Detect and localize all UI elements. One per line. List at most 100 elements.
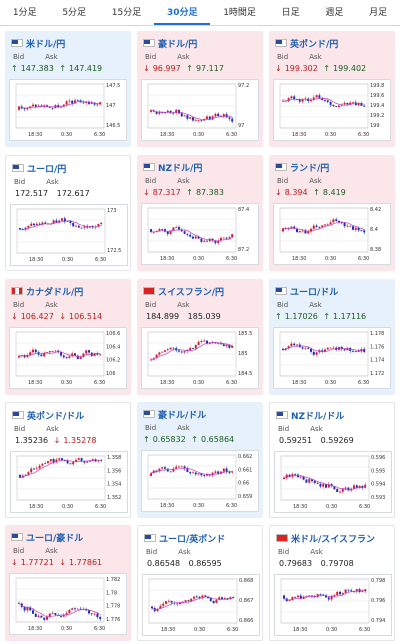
tab-0[interactable]: 1分足 xyxy=(12,8,37,18)
x-tick-label: 6:30 xyxy=(358,132,369,138)
flag-icon xyxy=(11,39,23,47)
pair-name[interactable]: NZドル/ドル xyxy=(291,411,345,422)
tab-2[interactable]: 15分足 xyxy=(111,8,142,18)
mini-candle-chart[interactable]: 1.782 1.78 1.778 1.776 18:30 0:30 6:30 xyxy=(9,573,127,635)
card-title-row[interactable]: NZドル/ドル xyxy=(276,409,345,422)
rate-card[interactable]: 米ドル/円 Bid Ask ↑ 147.383 ↑ 147.419 147.5 147… xyxy=(5,31,131,147)
card-title-row[interactable]: ユーロ/英ポンド xyxy=(144,532,226,545)
pair-name[interactable]: NZドル/円 xyxy=(158,163,203,174)
candle-body xyxy=(350,590,353,592)
rate-card[interactable]: スイスフラン/円 Bid Ask 184.899 185.039 185.5 18… xyxy=(137,279,263,395)
pair-name[interactable]: 豪ドル/ドル xyxy=(158,410,207,421)
card-title-row[interactable]: ランド/円 xyxy=(275,161,330,174)
y-tick-label: 106 xyxy=(106,371,116,377)
pair-name[interactable]: ユーロ/英ポンド xyxy=(159,534,226,545)
mini-candle-chart[interactable]: 8.42 8.4 8.38 18:30 0:30 6:30 xyxy=(273,203,391,265)
tab-7[interactable]: 月足 xyxy=(369,8,388,18)
pair-name[interactable]: 豪ドル/円 xyxy=(158,39,198,50)
pair-name[interactable]: スイスフラン/円 xyxy=(158,287,225,298)
rate-card[interactable]: 英ポンド/円 Bid Ask ↓ 199.302 ↑ 199.402 199.8 19… xyxy=(269,31,395,147)
pair-name[interactable]: 英ポンド/円 xyxy=(290,39,339,50)
rate-card[interactable]: ユーロ/英ポンド Bid Ask 0.86548 0.86595 0.868 0.… xyxy=(137,525,263,641)
card-title-row[interactable]: 英ポンド/ドル xyxy=(12,409,85,422)
rate-card[interactable]: ユーロ/豪ドル Bid Ask ↓ 1.77721 ↓ 1.77861 1.782 1… xyxy=(5,525,131,641)
rate-card[interactable]: 豪ドル/円 Bid Ask ↓ 96.997 ↑ 97.117 97.2 97 18:3… xyxy=(137,31,263,147)
mini-candle-chart[interactable]: 1.358 1.356 1.354 1.352 18:30 0:30 6:30 xyxy=(10,451,128,513)
candle-body xyxy=(193,596,195,599)
candle-body xyxy=(172,227,175,231)
tab-6[interactable]: 週足 xyxy=(325,8,344,18)
card-title-row[interactable]: 米ドル/円 xyxy=(11,37,66,50)
mini-candle-chart[interactable]: 1.178 1.176 1.174 1.172 18:30 0:30 6:30 xyxy=(273,327,391,389)
x-tick-label: 18:30 xyxy=(160,503,174,509)
bid-label: Bid xyxy=(145,301,157,309)
mini-candle-chart[interactable]: 173 172.5 18:30 0:30 6:30 xyxy=(10,204,128,266)
pair-name[interactable]: 米ドル/スイスフラン xyxy=(291,534,376,545)
rate-card[interactable]: ユーロ/円 Bid Ask 172.517 172.617 173 172.5 18… xyxy=(5,155,131,271)
candle-body xyxy=(75,225,77,227)
rate-card[interactable]: 英ポンド/ドル Bid Ask 1.35236 ↓ 1.35278 1.358 1.… xyxy=(5,402,131,518)
x-tick-label: 6:30 xyxy=(94,380,105,386)
rate-card[interactable]: ユーロ/ドル Bid Ask ↑ 1.17026 ↑ 1.17116 1.178 1.… xyxy=(269,279,395,395)
mini-candle-chart[interactable]: 147.5 147 146.5 18:30 0:30 6:30 xyxy=(9,79,127,141)
pair-name[interactable]: ユーロ/円 xyxy=(27,164,67,175)
candle-body xyxy=(327,597,330,600)
y-tick-label: 199.4 xyxy=(370,103,384,109)
card-title-row[interactable]: 英ポンド/円 xyxy=(275,37,339,50)
bid-arrow-icon: ↓ xyxy=(143,188,150,197)
candle-body xyxy=(212,600,215,604)
card-title-row[interactable]: ユーロ/ドル xyxy=(275,285,339,298)
x-tick-label: 6:30 xyxy=(358,380,369,386)
mini-candle-chart[interactable]: 185.5 185 184.5 18:30 0:30 6:30 xyxy=(141,327,259,389)
candle-body xyxy=(61,458,63,461)
ask-label: Ask xyxy=(46,178,59,186)
card-title-row[interactable]: 豪ドル/ドル xyxy=(143,408,207,421)
card-title-row[interactable]: 豪ドル/円 xyxy=(143,37,198,50)
mini-candle-chart[interactable]: 0.868 0.867 0.866 18:30 0:30 6:30 xyxy=(142,574,260,636)
pair-name[interactable]: 米ドル/円 xyxy=(26,39,66,50)
ask-arrow-icon: ↑ xyxy=(323,312,331,321)
mini-candle-chart[interactable]: 0.662 0.661 0.66 0.659 18:30 0:30 6:30 xyxy=(141,450,259,512)
card-title-row[interactable]: NZドル/円 xyxy=(143,161,203,174)
tab-1[interactable]: 5分足 xyxy=(62,8,87,18)
mini-candle-chart[interactable]: 97.2 97 18:30 0:30 6:30 xyxy=(141,79,259,141)
card-title-row[interactable]: ユーロ/豪ドル xyxy=(11,531,84,544)
moving-average-line xyxy=(150,341,233,361)
y-tick-label: 8.4 xyxy=(370,227,378,233)
rate-card[interactable]: カナダドル/円 Bid Ask ↓ 106.427 ↓ 106.514 106.6 1… xyxy=(5,279,131,395)
mini-candle-chart[interactable]: 199.8 199.6 199.4 199.2 199 18:30 0:30 6:30 xyxy=(273,79,391,141)
tab-5[interactable]: 日足 xyxy=(281,8,300,18)
candle-body xyxy=(231,234,234,238)
moving-average-line xyxy=(19,459,102,479)
rate-card[interactable]: NZドル/ドル Bid Ask 0.59251 0.59269 0.596 0.5… xyxy=(269,402,395,518)
pair-name[interactable]: 英ポンド/ドル xyxy=(27,411,85,422)
mini-candle-chart[interactable]: 106.6 106.4 106.2 106 18:30 0:30 6:30 xyxy=(9,327,127,389)
candle-body xyxy=(187,600,190,602)
mini-candle-chart[interactable]: 87.4 87.2 18:30 0:30 6:30 xyxy=(141,203,259,265)
bid-ask-labels: Bid Ask xyxy=(13,53,75,61)
card-title-row[interactable]: カナダドル/円 xyxy=(11,285,84,298)
mini-candle-chart[interactable]: 0.596 0.595 0.594 0.593 18:30 0:30 6:30 xyxy=(274,451,392,513)
x-tick-label: 18:30 xyxy=(28,626,42,632)
plot-frame xyxy=(15,577,105,623)
candle-body xyxy=(27,472,30,475)
ask-value: 87.383 xyxy=(195,188,224,197)
tab-4[interactable]: 1時間足 xyxy=(223,8,256,18)
bid-value: 1.17026 xyxy=(284,312,318,321)
tab-3[interactable]: 30分足 xyxy=(154,0,211,25)
pair-name[interactable]: ユーロ/豪ドル xyxy=(26,533,84,544)
rate-card[interactable]: 豪ドル/ドル Bid Ask ↑ 0.65832 ↑ 0.65864 0.662 0.… xyxy=(137,402,263,518)
card-title-row[interactable]: ユーロ/円 xyxy=(12,162,67,175)
candle-body xyxy=(41,222,44,225)
rate-card[interactable]: ランド/円 Bid Ask ↓ 8.394 ↑ 8.419 8.42 8.4 8.38 1… xyxy=(269,155,395,271)
card-title-row[interactable]: スイスフラン/円 xyxy=(143,285,225,298)
pair-name[interactable]: ユーロ/ドル xyxy=(290,287,339,298)
pair-name[interactable]: カナダドル/円 xyxy=(26,287,84,298)
card-title-row[interactable]: 米ドル/スイスフラン xyxy=(276,532,376,545)
rate-card[interactable]: 米ドル/スイスフラン Bid Ask 0.79683 0.79708 0.798… xyxy=(269,525,395,641)
pair-name[interactable]: ランド/円 xyxy=(290,163,330,174)
mini-candle-chart[interactable]: 0.798 0.796 0.794 18:30 0:30 6:30 xyxy=(274,574,392,636)
x-tick-label: 0:30 xyxy=(326,627,337,633)
candle-body xyxy=(354,350,357,352)
rate-card[interactable]: NZドル/円 Bid Ask ↓ 87.317 ↑ 87.383 87.4 87.2 1… xyxy=(137,155,263,271)
